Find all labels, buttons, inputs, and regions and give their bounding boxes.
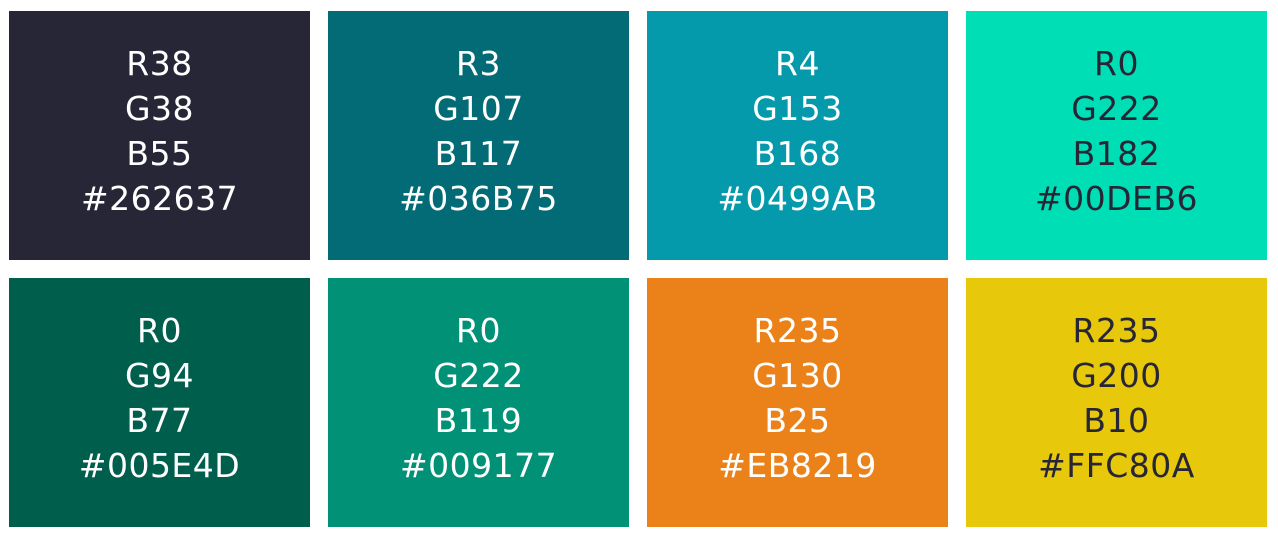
color-palette-grid: R38 G38 B55 #262637 R3 G107 B117 #036B75… xyxy=(9,11,1267,527)
swatch-red-value: R235 xyxy=(1072,310,1161,350)
swatch-blue-value: B168 xyxy=(753,133,842,173)
swatch-red-value: R0 xyxy=(137,310,182,350)
swatch-values: R0 G222 B182 #00DEB6 xyxy=(1035,41,1198,221)
swatch-hex-value: #EB8219 xyxy=(718,445,877,485)
swatch-blue-value: B77 xyxy=(126,400,193,440)
swatch-red-value: R3 xyxy=(456,43,501,83)
swatch-green-value: G153 xyxy=(752,88,843,128)
swatch-hex-value: #036B75 xyxy=(399,178,558,218)
swatch-blue-value: B10 xyxy=(1083,400,1150,440)
swatch-blue-value: B25 xyxy=(764,400,831,440)
swatch-green-value: G107 xyxy=(433,88,524,128)
swatch-red-value: R38 xyxy=(126,43,193,83)
swatch-green-value: G222 xyxy=(1071,88,1162,128)
swatch-red-value: R4 xyxy=(775,43,820,83)
swatch-values: R235 G130 B25 #EB8219 xyxy=(718,308,877,488)
color-swatch: R3 G107 B117 #036B75 xyxy=(328,11,629,260)
swatch-hex-value: #009177 xyxy=(399,445,558,485)
color-swatch: R38 G38 B55 #262637 xyxy=(9,11,310,260)
color-swatch: R235 G200 B10 #FFC80A xyxy=(966,278,1267,527)
swatch-red-value: R0 xyxy=(1094,43,1139,83)
swatch-blue-value: B182 xyxy=(1072,133,1161,173)
swatch-values: R4 G153 B168 #0499AB xyxy=(717,41,877,221)
swatch-green-value: G200 xyxy=(1071,355,1162,395)
swatch-green-value: G222 xyxy=(433,355,524,395)
color-swatch: R4 G153 B168 #0499AB xyxy=(647,11,948,260)
swatch-red-value: R0 xyxy=(456,310,501,350)
swatch-blue-value: B119 xyxy=(434,400,523,440)
swatch-values: R0 G222 B119 #009177 xyxy=(400,308,557,488)
swatch-hex-value: #0499AB xyxy=(717,178,878,218)
swatch-blue-value: B117 xyxy=(434,133,523,173)
swatch-green-value: G130 xyxy=(752,355,843,395)
color-swatch: R0 G222 B182 #00DEB6 xyxy=(966,11,1267,260)
swatch-values: R3 G107 B117 #036B75 xyxy=(399,41,558,221)
swatch-red-value: R235 xyxy=(753,310,842,350)
swatch-hex-value: #262637 xyxy=(80,178,239,218)
swatch-hex-value: #FFC80A xyxy=(1038,445,1195,485)
swatch-green-value: G94 xyxy=(124,355,195,395)
swatch-hex-value: #005E4D xyxy=(78,445,241,485)
color-swatch: R235 G130 B25 #EB8219 xyxy=(647,278,948,527)
swatch-values: R38 G38 B55 #262637 xyxy=(81,41,238,221)
swatch-values: R235 G200 B10 #FFC80A xyxy=(1038,308,1195,488)
swatch-blue-value: B55 xyxy=(126,133,193,173)
color-swatch: R0 G222 B119 #009177 xyxy=(328,278,629,527)
swatch-hex-value: #00DEB6 xyxy=(1034,178,1199,218)
swatch-values: R0 G94 B77 #005E4D xyxy=(79,308,240,488)
swatch-green-value: G38 xyxy=(124,88,195,128)
color-swatch: R0 G94 B77 #005E4D xyxy=(9,278,310,527)
